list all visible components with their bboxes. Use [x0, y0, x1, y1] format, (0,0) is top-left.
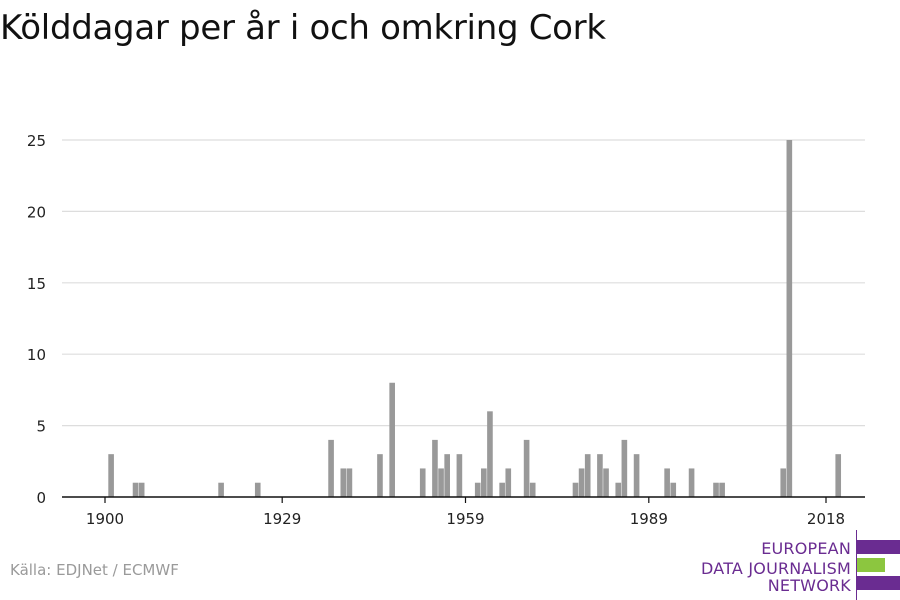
x-tick-label: 2018	[807, 510, 845, 528]
logo-line-1: EUROPEAN	[761, 539, 851, 558]
bar	[713, 482, 719, 497]
logo-line-2: DATA JOURNALISM	[701, 559, 851, 578]
bar	[572, 482, 579, 497]
bar	[487, 411, 493, 497]
bar	[584, 454, 591, 497]
axes	[62, 496, 865, 503]
y-tick-label: 15	[27, 275, 46, 293]
bar	[419, 468, 426, 497]
bar	[377, 454, 383, 497]
bar	[603, 468, 609, 497]
bar	[444, 454, 450, 497]
bar	[218, 482, 224, 497]
bar	[481, 468, 487, 497]
logo-bar-middle	[857, 558, 885, 572]
logo-bar-bottom	[857, 576, 900, 590]
bar	[786, 140, 793, 497]
bar	[474, 482, 481, 497]
bar	[664, 468, 670, 497]
bar	[578, 468, 585, 497]
bar	[389, 382, 395, 497]
bar	[615, 482, 622, 497]
source-note: Källa: EDJNet / ECMWF	[10, 561, 179, 579]
chart-title: Kölddagar per år i och omkring Cork	[0, 8, 606, 48]
bar	[719, 482, 725, 497]
logo-line-3: NETWORK	[767, 576, 851, 595]
bar	[328, 439, 334, 497]
bar	[346, 468, 353, 497]
x-tick-labels: 1900 1929 1959 1989 2018	[86, 510, 845, 528]
y-tick-label: 20	[27, 203, 46, 221]
logo-divider	[856, 530, 857, 600]
edjnet-logo[interactable]: EUROPEAN DATA JOURNALISM NETWORK	[700, 530, 900, 600]
bar	[835, 454, 842, 497]
x-tick-label: 1959	[446, 510, 484, 528]
bar	[132, 482, 139, 497]
bar	[499, 482, 505, 497]
bar	[340, 468, 347, 497]
bar	[138, 482, 145, 497]
bar	[456, 454, 463, 497]
bar	[505, 468, 512, 497]
bars	[108, 140, 842, 497]
logo-bar-top	[857, 540, 900, 554]
bar	[438, 468, 444, 497]
y-tick-label: 25	[27, 132, 46, 150]
bar	[529, 482, 536, 497]
gridlines	[62, 139, 865, 427]
bar	[688, 468, 695, 497]
bar	[523, 439, 530, 497]
y-tick-label: 10	[27, 346, 46, 364]
x-tick-label: 1989	[630, 510, 668, 528]
y-tick-label: 5	[36, 418, 46, 436]
bar	[597, 454, 603, 497]
bar	[670, 482, 677, 497]
x-tick-label: 1900	[86, 510, 124, 528]
bar	[621, 439, 628, 497]
bar	[254, 482, 261, 497]
bar	[108, 454, 114, 497]
y-tick-label: 0	[36, 489, 46, 507]
bar	[780, 468, 787, 497]
bar	[633, 454, 640, 497]
bar	[432, 439, 438, 497]
y-tick-labels: 0 5 10 15 20 25	[27, 132, 46, 507]
x-tick-label: 1929	[263, 510, 301, 528]
